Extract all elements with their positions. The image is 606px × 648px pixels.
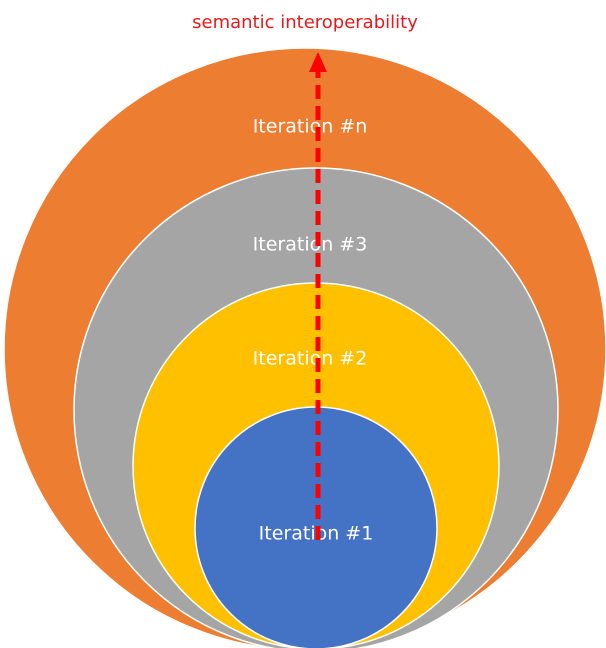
iteration-label: Iteration #2 bbox=[253, 348, 368, 370]
iteration-label: Iteration #3 bbox=[253, 234, 368, 256]
title: semantic interoperability bbox=[192, 12, 418, 33]
arrow-head bbox=[309, 52, 327, 72]
iteration-label: Iteration #n bbox=[253, 116, 368, 138]
